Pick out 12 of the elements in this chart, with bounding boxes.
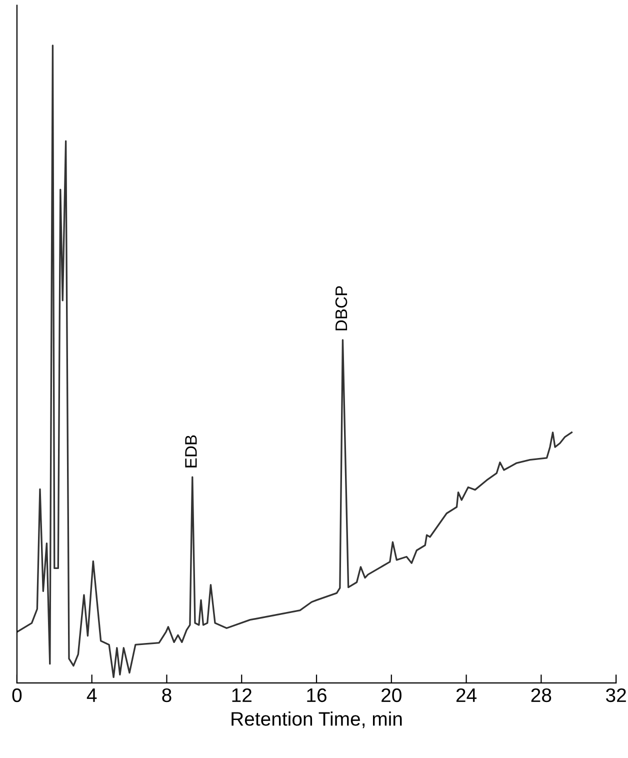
annotation: EDB — [185, 435, 197, 468]
annotation: DBCP — [335, 286, 348, 330]
x-tick-label: 16 — [307, 688, 326, 702]
x-tick-label: 32 — [606, 688, 626, 702]
x-tick-label: 20 — [382, 688, 402, 702]
x-tick-label: 4 — [86, 688, 97, 702]
x-tick-label: 12 — [232, 688, 252, 702]
x-tick-label: 28 — [531, 688, 552, 702]
x-tick-label: 24 — [456, 688, 477, 702]
x-axis-title: Retention Time, min — [232, 712, 402, 728]
x-tick-label: 0 — [12, 688, 22, 702]
x-tick-label: 8 — [162, 688, 172, 702]
